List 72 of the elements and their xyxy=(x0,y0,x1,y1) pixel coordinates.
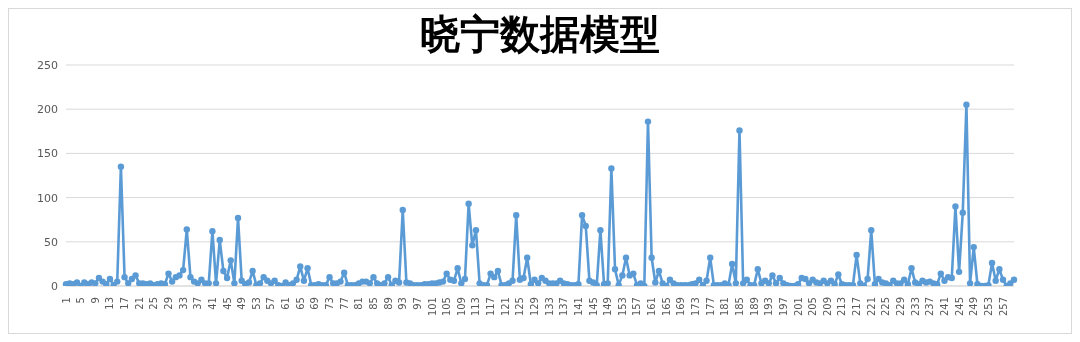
x-tick-label: 253 xyxy=(982,297,994,317)
x-tick-label: 13 xyxy=(104,297,116,310)
x-tick-label: 109 xyxy=(455,297,467,317)
x-tick-label: 205 xyxy=(807,297,819,317)
x-tick-label: 237 xyxy=(924,297,936,317)
x-tick-label: 249 xyxy=(968,297,980,317)
x-tick-label: 65 xyxy=(294,297,306,310)
x-tick-label: 101 xyxy=(426,297,438,317)
x-tick-label: 113 xyxy=(470,297,482,317)
x-tick-label: 17 xyxy=(119,297,131,310)
x-tick-label: 69 xyxy=(309,297,321,310)
x-tick-label: 77 xyxy=(338,297,350,310)
x-tick-label: 197 xyxy=(777,297,789,317)
x-tick-label: 41 xyxy=(206,297,218,310)
x-tick-label: 1 xyxy=(60,297,72,304)
x-tick-label: 173 xyxy=(690,297,702,317)
x-tick-label: 201 xyxy=(792,297,804,317)
x-tick-label: 121 xyxy=(499,297,511,317)
x-tick-label: 25 xyxy=(148,297,160,310)
x-tick-label: 233 xyxy=(909,297,921,317)
x-tick-label: 29 xyxy=(162,297,174,310)
x-tick-label: 165 xyxy=(660,297,672,317)
x-tick-label: 209 xyxy=(821,297,833,317)
x-tick-label: 73 xyxy=(324,297,336,310)
x-tick-label: 141 xyxy=(572,297,584,317)
x-tick-label: 53 xyxy=(250,297,262,310)
x-tick-label: 37 xyxy=(192,297,204,310)
x-tick-label: 45 xyxy=(221,297,233,310)
x-tick-label: 61 xyxy=(280,297,292,310)
x-tick-label: 169 xyxy=(675,297,687,317)
x-tick-label: 137 xyxy=(558,297,570,317)
x-tick-label: 93 xyxy=(397,297,409,310)
chart-title: 晓宁数据模型 xyxy=(419,9,661,59)
y-tick-label: 200 xyxy=(37,103,58,117)
x-tick-label: 153 xyxy=(616,297,628,317)
y-tick-label: 50 xyxy=(44,235,58,249)
x-tick-label: 177 xyxy=(704,297,716,317)
x-tick-label: 213 xyxy=(836,297,848,317)
x-tick-label: 161 xyxy=(646,297,658,317)
x-tick-label: 217 xyxy=(851,297,863,317)
x-tick-label: 49 xyxy=(236,297,248,310)
y-tick-label: 250 xyxy=(37,58,58,72)
x-tick-label: 21 xyxy=(133,297,145,310)
x-tick-label: 193 xyxy=(763,297,775,317)
x-tick-label: 257 xyxy=(997,297,1009,317)
x-tick-label: 225 xyxy=(880,297,892,317)
x-tick-label: 189 xyxy=(748,297,760,317)
x-tick-label: 85 xyxy=(367,297,379,310)
x-tick-label: 129 xyxy=(529,297,541,317)
x-tick-label: 157 xyxy=(631,297,643,317)
x-tick-label: 125 xyxy=(514,297,526,317)
x-tick-label: 9 xyxy=(89,297,101,304)
x-tick-label: 33 xyxy=(177,297,189,310)
x-tick-label: 181 xyxy=(719,297,731,317)
x-tick-label: 149 xyxy=(602,297,614,317)
x-tick-label: 241 xyxy=(938,297,950,317)
x-tick-label: 81 xyxy=(353,297,365,310)
x-tick-label: 89 xyxy=(382,297,394,310)
x-tick-label: 97 xyxy=(411,297,423,310)
x-tick-label: 145 xyxy=(587,297,599,317)
x-tick-label: 117 xyxy=(485,297,497,317)
x-tick-label: 133 xyxy=(543,297,555,317)
x-tick-label: 245 xyxy=(953,297,965,317)
y-tick-label: 150 xyxy=(37,147,58,161)
x-tick-label: 57 xyxy=(265,297,277,310)
x-tick-label: 5 xyxy=(75,297,87,304)
x-tick-label: 105 xyxy=(441,297,453,317)
x-tick-label: 185 xyxy=(733,297,745,317)
x-tick-label: 221 xyxy=(865,297,877,317)
y-tick-label: 100 xyxy=(37,191,58,205)
x-tick-label: 229 xyxy=(895,297,907,317)
y-tick-label: 0 xyxy=(51,279,58,293)
